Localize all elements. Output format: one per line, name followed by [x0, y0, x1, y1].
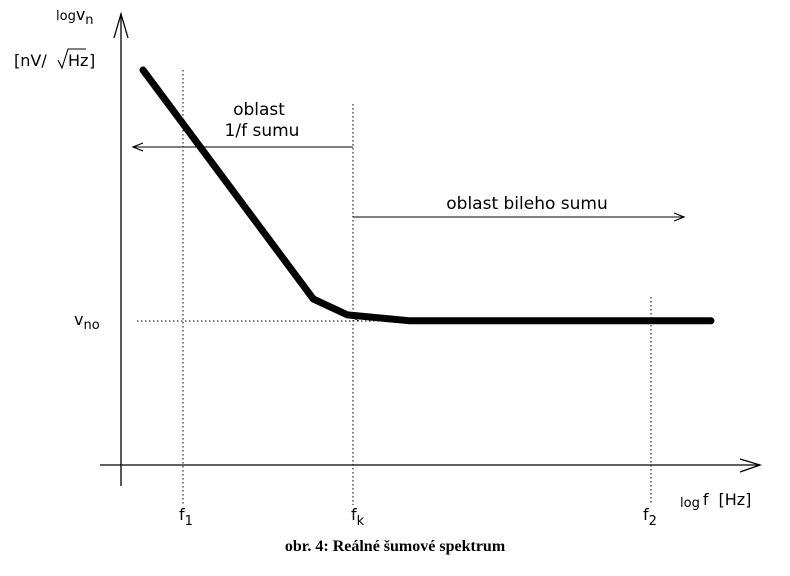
y-axis-unit-close: ] [89, 51, 95, 70]
f1-label: f1 [179, 505, 193, 529]
x-axis-label: log f [Hz] [680, 490, 751, 511]
f2-label: f2 [643, 505, 657, 529]
y-axis-unit-open: [nV/ [14, 51, 47, 70]
y-axis-unit-root: Hz [68, 51, 88, 70]
vno-label: vno [74, 310, 100, 333]
x-axis-arrowhead [739, 458, 763, 473]
fk-label: fk [351, 505, 365, 529]
y-axis-arrowhead [113, 11, 129, 39]
sqrt-sign [57, 48, 86, 70]
flicker-region-label-line1: oblast [233, 100, 285, 120]
y-axis-label: logvn [56, 5, 94, 28]
white-region-label: oblast bileho sumu [446, 194, 608, 214]
figure-caption: obr. 4: Reálné šumové spektrum [284, 538, 506, 555]
noise-curve [139, 66, 715, 325]
flicker-region-label-line2: 1/f sumu [225, 121, 300, 141]
